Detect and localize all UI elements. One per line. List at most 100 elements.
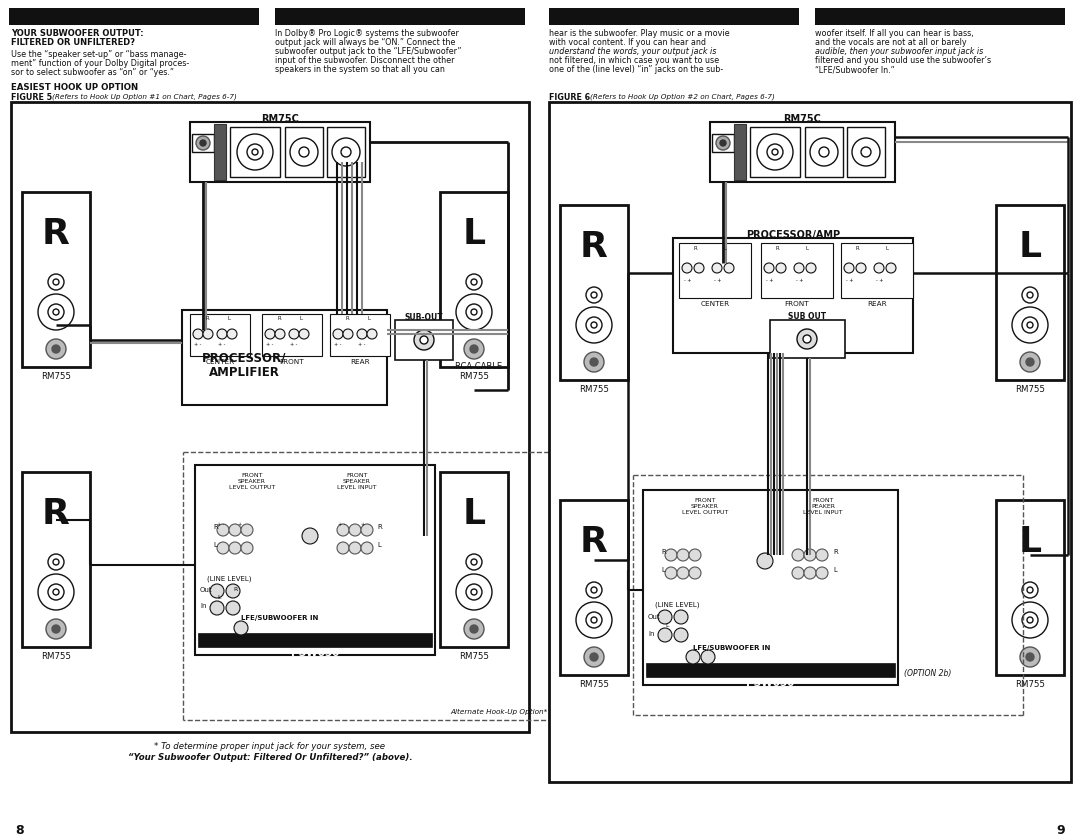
- Circle shape: [471, 559, 477, 565]
- Circle shape: [195, 136, 210, 150]
- Circle shape: [48, 554, 64, 570]
- Circle shape: [686, 650, 700, 664]
- Circle shape: [806, 263, 816, 273]
- Text: R: R: [345, 316, 349, 321]
- Text: (LINE LEVEL): (LINE LEVEL): [654, 602, 700, 609]
- Circle shape: [470, 625, 478, 633]
- Text: Use the “speaker set-up” or “bass manage-: Use the “speaker set-up” or “bass manage…: [11, 50, 187, 59]
- Bar: [734, 124, 746, 180]
- Circle shape: [856, 263, 866, 273]
- Bar: [183, 310, 387, 405]
- Text: (OPTION 2b): (OPTION 2b): [904, 669, 951, 678]
- Text: R: R: [213, 524, 218, 530]
- Circle shape: [591, 322, 597, 328]
- Text: speakers in the system so that all you can: speakers in the system so that all you c…: [275, 65, 445, 74]
- Text: + -: + -: [291, 342, 297, 347]
- Bar: [330, 314, 390, 356]
- Text: 8: 8: [15, 824, 24, 834]
- Bar: [285, 127, 323, 177]
- Circle shape: [237, 134, 273, 170]
- Circle shape: [816, 549, 828, 561]
- Circle shape: [217, 524, 229, 536]
- Text: PROCESSOR/AMP: PROCESSOR/AMP: [746, 230, 840, 240]
- Text: * To determine proper input jack for your system, see: * To determine proper input jack for you…: [154, 742, 386, 751]
- Text: L: L: [462, 497, 486, 531]
- Circle shape: [804, 567, 816, 579]
- Text: CENTER: CENTER: [701, 301, 730, 307]
- Text: L: L: [886, 246, 889, 251]
- Circle shape: [227, 329, 237, 339]
- Circle shape: [591, 587, 597, 593]
- Text: FIGURE 5: FIGURE 5: [11, 93, 55, 102]
- Circle shape: [694, 263, 704, 273]
- Bar: [214, 124, 226, 180]
- Text: L: L: [833, 567, 837, 573]
- Circle shape: [792, 549, 804, 561]
- Bar: [11, 102, 529, 732]
- Text: +: +: [360, 522, 364, 527]
- Text: R: R: [205, 316, 208, 321]
- Text: hear is the subwoofer. Play music or a movie: hear is the subwoofer. Play music or a m…: [549, 29, 730, 38]
- Bar: [327, 127, 365, 177]
- Bar: [549, 8, 799, 25]
- Circle shape: [471, 309, 477, 315]
- Text: L: L: [806, 246, 809, 251]
- Text: L: L: [1018, 230, 1041, 264]
- Circle shape: [291, 138, 318, 166]
- Circle shape: [332, 138, 360, 166]
- Text: “Your Subwoofer Output: Filtered Or Unfiltered?” (above).: “Your Subwoofer Output: Filtered Or Unfi…: [127, 753, 413, 762]
- Circle shape: [471, 279, 477, 285]
- Circle shape: [724, 263, 734, 273]
- Bar: [198, 633, 432, 647]
- Circle shape: [1027, 322, 1032, 328]
- Bar: [192, 134, 214, 152]
- Bar: [712, 134, 734, 152]
- Circle shape: [465, 554, 482, 570]
- Circle shape: [48, 304, 64, 320]
- Text: + -: + -: [217, 522, 225, 527]
- Circle shape: [252, 149, 258, 155]
- Bar: [805, 127, 843, 177]
- Text: input of the subwoofer. Disconnect the other: input of the subwoofer. Disconnect the o…: [275, 56, 455, 65]
- Text: and the vocals are not at all or barely: and the vocals are not at all or barely: [815, 38, 967, 47]
- Text: In: In: [648, 631, 654, 637]
- Text: ment” function of your Dolby Digital proces-: ment” function of your Dolby Digital pro…: [11, 59, 189, 68]
- Text: CENTER: CENTER: [205, 359, 234, 365]
- Bar: [540, 0, 1080, 834]
- Circle shape: [716, 136, 730, 150]
- Circle shape: [46, 339, 66, 359]
- Text: R: R: [580, 230, 608, 264]
- Circle shape: [53, 279, 59, 285]
- Circle shape: [584, 647, 604, 667]
- Text: +: +: [237, 522, 241, 527]
- Circle shape: [1027, 587, 1032, 593]
- Text: L: L: [368, 316, 372, 321]
- Text: output jack will always be “ON.” Connect the: output jack will always be “ON.” Connect…: [275, 38, 456, 47]
- Circle shape: [1026, 358, 1034, 366]
- Text: sor to select subwoofer as “on” or “yes.”: sor to select subwoofer as “on” or “yes.…: [11, 68, 174, 77]
- Circle shape: [275, 329, 285, 339]
- Circle shape: [874, 263, 885, 273]
- Circle shape: [1022, 582, 1038, 598]
- Bar: [22, 192, 90, 367]
- Circle shape: [226, 601, 240, 615]
- Circle shape: [289, 329, 299, 339]
- Bar: [190, 122, 370, 182]
- Bar: [750, 127, 800, 177]
- Text: In Dolby® Pro Logic® systems the subwoofer: In Dolby® Pro Logic® systems the subwoof…: [275, 29, 459, 38]
- Text: REAR: REAR: [867, 301, 887, 307]
- Text: R: R: [856, 246, 860, 251]
- Circle shape: [234, 621, 248, 635]
- Circle shape: [193, 329, 203, 339]
- Circle shape: [1027, 292, 1032, 298]
- Circle shape: [1020, 352, 1040, 372]
- Circle shape: [819, 147, 829, 157]
- Circle shape: [689, 549, 701, 561]
- Text: R: R: [661, 549, 665, 555]
- Text: R: R: [233, 587, 238, 592]
- Circle shape: [689, 567, 701, 579]
- Circle shape: [816, 567, 828, 579]
- Bar: [190, 314, 249, 356]
- Circle shape: [217, 329, 227, 339]
- Circle shape: [210, 601, 224, 615]
